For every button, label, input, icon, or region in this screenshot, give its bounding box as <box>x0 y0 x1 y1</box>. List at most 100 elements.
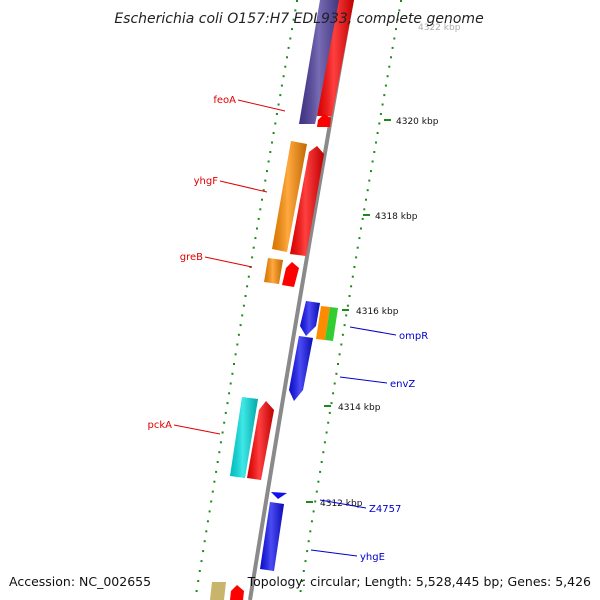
tick-dot-outer <box>320 461 323 463</box>
tick-dot-inner <box>296 0 298 2</box>
tick-dot-inner <box>236 343 239 346</box>
feature-orange-greb <box>264 258 283 284</box>
scale-label: 4320 kbp <box>396 117 439 127</box>
tick-dot-inner <box>211 490 214 493</box>
tick-dot-inner <box>257 217 260 220</box>
tick-dot-outer <box>376 132 379 134</box>
tick-dot-inner <box>271 141 273 144</box>
tick-dot-outer <box>335 372 338 375</box>
tick-dot-inner <box>234 353 237 356</box>
tick-dot-outer <box>325 431 328 434</box>
tick-dot-outer <box>356 246 359 249</box>
tick-dot-outer <box>350 285 353 288</box>
tick-dot-outer <box>328 411 331 414</box>
tick-dot-outer <box>365 198 367 201</box>
tick-dot-inner <box>291 28 293 31</box>
tick-dot-inner <box>213 480 216 483</box>
feature-red-yhgf <box>290 146 324 256</box>
tick-dot-inner <box>282 75 285 78</box>
tick-dot-inner <box>267 160 270 163</box>
tick-dot-inner <box>280 84 283 87</box>
tick-dot-outer <box>338 353 341 356</box>
tick-dot-outer <box>307 540 310 543</box>
feature-blue-yhge <box>260 502 284 571</box>
tick-dot-inner <box>198 570 201 572</box>
tick-dot-outer <box>393 37 396 40</box>
tick-dot-inner <box>239 324 242 327</box>
tick-dot-outer <box>322 451 325 454</box>
tick-dot-outer <box>302 570 305 572</box>
tick-dot-outer <box>312 510 315 513</box>
tick-dot-outer <box>340 343 343 346</box>
tick-dot-outer <box>333 382 336 385</box>
tick-dot-inner <box>228 392 231 395</box>
tick-dot-inner <box>231 372 234 375</box>
tick-dot-inner <box>223 421 226 424</box>
tick-dot-inner <box>264 179 267 182</box>
scale-label: 4318 kbp <box>375 212 418 222</box>
tick-dot-outer <box>366 189 369 192</box>
tick-dot-inner <box>279 94 282 97</box>
feature-khaki-bottom <box>210 582 226 600</box>
scale-label: 4316 kbp <box>356 307 399 317</box>
tick-dot-inner <box>284 65 287 68</box>
tick-dot-outer <box>375 141 377 144</box>
tick-dot-inner <box>277 103 280 106</box>
tick-dot-inner <box>197 580 200 582</box>
gene-label-yhge: yhgE <box>360 552 385 563</box>
tick-dot-inner <box>272 132 275 134</box>
tick-dot-inner <box>292 18 295 21</box>
tick-dot-inner <box>294 9 297 12</box>
tick-dot-outer <box>390 56 392 59</box>
accession-text: Accession: NC_002655 <box>9 574 151 589</box>
tick-dot-outer <box>315 490 318 493</box>
tick-dot-outer <box>381 103 384 106</box>
tick-dot-outer <box>306 550 309 553</box>
gene-label-feoa: feoA <box>213 95 236 106</box>
tick-guide-inner <box>195 0 298 592</box>
tick-dot-inner <box>289 37 292 40</box>
feature-red-pcka <box>247 401 274 480</box>
tick-dot-inner <box>256 227 258 230</box>
tick-dot-outer <box>346 304 349 307</box>
feature-green-ompr <box>325 307 338 341</box>
scale-dashes <box>306 119 391 503</box>
tick-dot-inner <box>224 411 227 414</box>
tick-dot-inner <box>219 441 222 444</box>
tick-dot-inner <box>246 285 249 288</box>
tick-guide-outer <box>299 0 402 592</box>
tick-dot-outer <box>317 480 320 483</box>
tick-dot-inner <box>275 113 278 115</box>
tick-dot-outer <box>319 470 322 473</box>
gene-label-greb: greB <box>180 252 203 263</box>
tick-dot-inner <box>216 461 219 463</box>
topology-summary: Topology: circular; Length: 5,528,445 bp… <box>247 574 591 589</box>
tick-dot-inner <box>218 451 221 454</box>
gene-label-z4757: Z4757 <box>369 504 401 515</box>
tick-dot-inner <box>244 295 247 297</box>
feature-orange-ompr <box>316 306 330 340</box>
tick-dot-inner <box>286 56 288 59</box>
tick-dot-inner <box>210 500 213 503</box>
feature-blue-ompr <box>300 301 320 336</box>
tick-dot-inner <box>221 431 224 434</box>
gene-labels-left: feoA yhgF greB pckA <box>148 95 286 435</box>
tick-dot-inner <box>208 510 211 513</box>
tick-dot-outer <box>345 314 348 317</box>
tick-dot-inner <box>242 304 245 307</box>
tick-dot-outer <box>304 560 307 563</box>
tick-dot-outer <box>373 151 376 153</box>
tick-dot-outer <box>370 170 372 173</box>
tick-dot-outer <box>341 333 344 336</box>
tick-dot-inner <box>206 520 209 523</box>
feature-blue-envz <box>289 336 313 401</box>
tick-dot-outer <box>309 530 312 533</box>
tick-dot-outer <box>368 179 371 182</box>
tick-dot-outer <box>327 421 330 424</box>
tick-dot-inner <box>287 46 290 49</box>
tick-dot-outer <box>360 227 362 230</box>
tick-dot-inner <box>205 530 208 533</box>
tick-dot-outer <box>355 256 358 259</box>
tick-dot-inner <box>229 382 232 385</box>
feature-red-greb <box>282 262 299 287</box>
